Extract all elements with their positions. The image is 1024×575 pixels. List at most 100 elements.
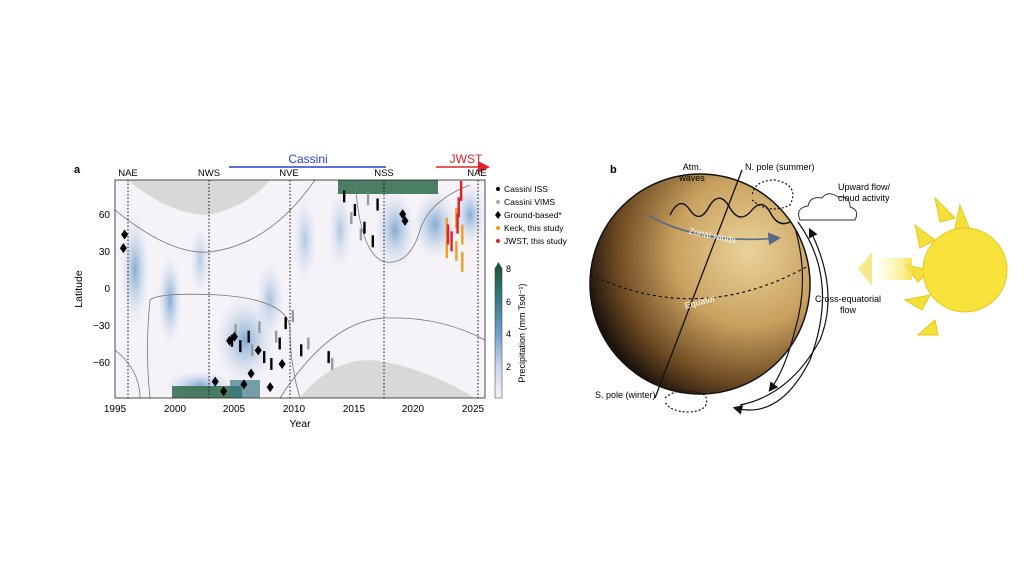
x-tick-label: 2015 [343, 404, 366, 415]
observation-marker [371, 235, 375, 248]
colorbar-tick: 6 [506, 297, 511, 307]
event-label-nae-1: NAE [118, 168, 138, 179]
upward-flow-label: Upward flow/ [838, 182, 891, 192]
observation-marker [121, 229, 129, 240]
x-tick-label: 1995 [104, 404, 127, 415]
observation-marker [459, 180, 463, 201]
observation-marker [262, 351, 266, 364]
cassini-label: Cassini [288, 152, 327, 166]
event-label-nws: NWS [198, 168, 220, 179]
atm-waves-line [669, 197, 791, 225]
cross-equatorial-label: Cross-equatorial [815, 294, 881, 304]
observation-marker [251, 344, 254, 357]
x-tick-label: 2000 [164, 404, 187, 415]
rotation-axis [654, 169, 743, 399]
cassini-mission-bar: Cassini [229, 152, 386, 168]
observation-marker [239, 340, 242, 353]
cloud-icon [798, 193, 858, 221]
cross-equatorial-label: flow [840, 305, 857, 315]
observation-marker [331, 357, 334, 370]
event-lines [127, 180, 479, 398]
y-tick-label: 60 [99, 210, 111, 221]
observation-marker [342, 190, 346, 203]
observation-marker [455, 240, 458, 261]
heatmap [115, 180, 485, 398]
observation-marker [461, 224, 464, 245]
observation-marker [366, 193, 370, 206]
legend-label: Cassini VIMS [504, 197, 555, 207]
observation-marker [274, 330, 278, 343]
observation-marker [291, 310, 295, 323]
observation-marker [450, 231, 453, 252]
colorbar-tick: 2 [506, 362, 511, 372]
observation-marker [446, 224, 450, 245]
titan-globe [589, 169, 811, 399]
y-tick-label: 30 [99, 247, 111, 258]
observation-marker [307, 337, 310, 350]
observation-marker [457, 197, 460, 218]
legend: Cassini ISS Cassini VIMS Ground-based* K… [495, 184, 568, 246]
observation-marker [220, 386, 228, 397]
observation-marker [278, 358, 286, 369]
observation-marker [278, 337, 281, 350]
panel-a-label: a [74, 164, 81, 176]
observation-marker [254, 345, 262, 356]
observation-marker [327, 351, 330, 364]
observation-marker [456, 213, 459, 234]
event-label-nve: NVE [279, 168, 299, 179]
observation-marker [399, 209, 407, 220]
event-label-nae-2: NAE [467, 168, 487, 179]
observation-marker [284, 317, 287, 330]
circulation-flows [664, 179, 829, 415]
colorbar: 8 6 4 2 Precipitation (mm Tsol⁻¹) [494, 262, 527, 399]
observation-marker [266, 382, 274, 393]
observation-marker [230, 331, 238, 342]
observation-marker [211, 376, 219, 387]
atm-waves-label: waves [678, 173, 705, 183]
panel-b-label: b [610, 164, 617, 176]
s-pole-label: S. pole (winter) [595, 390, 656, 400]
legend-label: JWST, this study [504, 236, 568, 246]
observation-marker [240, 379, 248, 390]
legend-label: Ground-based* [504, 210, 562, 220]
observation-marker [270, 357, 273, 370]
x-tick-label: 2025 [462, 404, 485, 415]
atm-waves-label: Atm. [683, 162, 702, 172]
observation-marker [353, 203, 357, 216]
jwst-label: JWST [450, 152, 483, 166]
observation-marker [234, 323, 237, 336]
x-axis: 1995 2000 2005 2010 2015 2020 2025 Year [104, 404, 485, 430]
observation-marker [363, 221, 366, 234]
observation-marker [461, 251, 464, 272]
legend-label: Keck, this study [504, 223, 564, 233]
observation-marker [350, 212, 353, 225]
sun-icon [858, 196, 1008, 336]
observation-marker [445, 238, 449, 259]
x-tick-label: 2020 [402, 404, 425, 415]
observations-layer [119, 180, 464, 397]
y-tick-label: 0 [104, 284, 110, 295]
event-label-nss: NSS [374, 168, 394, 179]
observation-marker [376, 198, 379, 211]
y-axis: 60 30 0 −30 −60 Latitude [73, 210, 110, 369]
x-tick-label: 2010 [283, 404, 306, 415]
zonal-winds-arrow [647, 214, 782, 246]
jwst-mission-bar: JWST [436, 152, 490, 173]
observation-marker [226, 335, 234, 346]
n-pole-label: N. pole (summer) [745, 162, 815, 172]
colorbar-label: Precipitation (mm Tsol⁻¹) [517, 283, 527, 382]
observation-marker [247, 368, 255, 379]
observation-marker [401, 215, 409, 226]
colorbar-tick: 4 [506, 329, 511, 339]
colorbar-tick: 8 [506, 264, 511, 274]
y-axis-label: Latitude [73, 270, 85, 308]
observation-marker [247, 330, 250, 343]
observation-marker [359, 228, 363, 241]
y-tick-label: −60 [93, 358, 110, 369]
plot-area-frame [114, 179, 486, 399]
upward-flow-label: cloud activity [838, 193, 890, 203]
observation-marker [119, 243, 127, 254]
legend-label: Cassini ISS [504, 184, 548, 194]
observation-marker [258, 321, 261, 334]
